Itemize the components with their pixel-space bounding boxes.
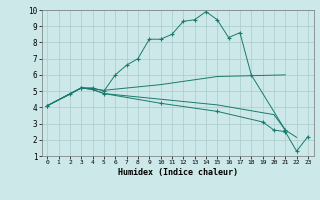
- X-axis label: Humidex (Indice chaleur): Humidex (Indice chaleur): [118, 168, 237, 177]
